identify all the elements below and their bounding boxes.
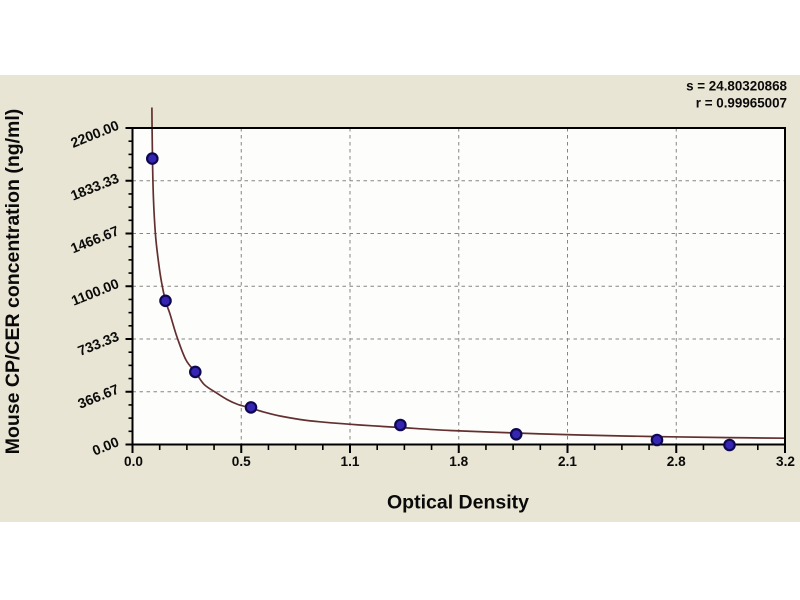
svg-text:0.5: 0.5 bbox=[232, 454, 251, 469]
svg-text:3.2: 3.2 bbox=[776, 454, 795, 469]
svg-text:2.8: 2.8 bbox=[667, 454, 686, 469]
svg-text:1.1: 1.1 bbox=[341, 454, 360, 469]
svg-text:Optical Density: Optical Density bbox=[387, 492, 529, 514]
svg-text:0.0: 0.0 bbox=[124, 454, 143, 469]
svg-text:Mouse CP/CER concentration (ng: Mouse CP/CER concentration (ng/ml) bbox=[2, 109, 24, 455]
svg-text:2.1: 2.1 bbox=[558, 454, 577, 469]
svg-text:1.8: 1.8 bbox=[449, 454, 468, 469]
svg-text:s = 24.80320868: s = 24.80320868 bbox=[686, 78, 787, 93]
svg-text:r = 0.99965007: r = 0.99965007 bbox=[696, 96, 787, 111]
